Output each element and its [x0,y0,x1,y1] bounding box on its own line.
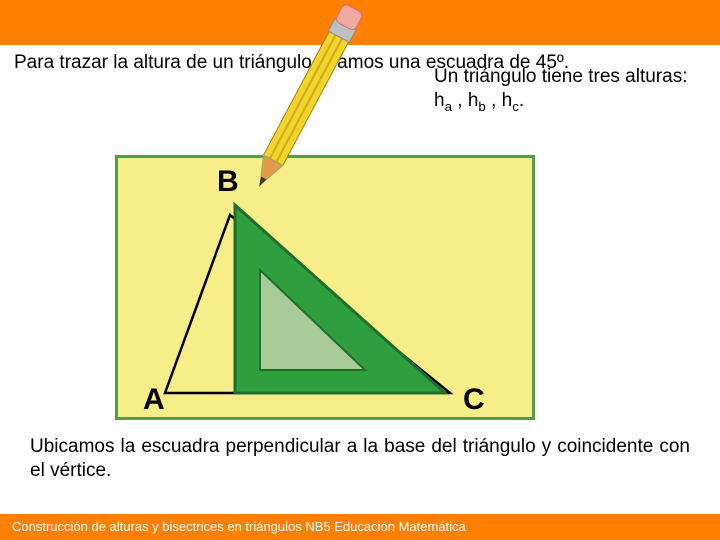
side-b: , h [452,90,478,111]
side-end: . [519,90,524,111]
side-c: , h [486,90,512,111]
sub-a: a [445,99,452,114]
figure: A B C [115,155,535,420]
vertex-label-b: B [217,165,239,199]
sub-b: b [478,99,485,114]
footer-text: Construcción de alturas y bisectrices en… [12,519,466,534]
footer-bar: Construcción de alturas y bisectrices en… [0,514,720,540]
outro-text: Ubicamos la escuadra perpendicular a la … [30,435,690,483]
vertex-label-c: C [463,383,485,417]
sub-c: c [512,99,519,114]
header-banner [0,0,720,45]
set-square [235,205,445,393]
vertex-label-a: A [143,383,165,417]
diagram-svg [115,155,535,420]
side-note: Un triángulo tiene tres alturas: ha , hb… [434,65,704,115]
